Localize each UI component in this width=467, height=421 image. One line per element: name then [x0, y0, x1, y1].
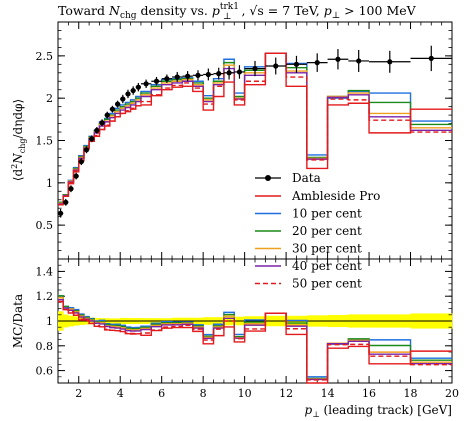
- data-point: [172, 71, 183, 83]
- legend-entry-4: 40 per cent: [255, 259, 362, 273]
- ratio-y-axis: 0.6 0.8 1 1.2 1.4: [36, 264, 452, 378]
- data-point: [244, 60, 266, 77]
- data-point: [327, 49, 349, 70]
- main-y-tick-label: 1: [46, 177, 53, 190]
- data-point: [78, 158, 84, 166]
- data-point: [151, 77, 162, 86]
- ratio-line-5: [58, 300, 452, 381]
- data-point: [135, 82, 141, 92]
- data-point: [94, 126, 100, 134]
- x-tick-label: 8: [200, 387, 207, 400]
- data-point: [223, 66, 235, 80]
- x-tick-label: 4: [117, 387, 124, 400]
- legend-entry-2: 20 per cent: [255, 224, 362, 238]
- data-points: [57, 45, 452, 218]
- ratio-series: [58, 295, 452, 384]
- data-point: [89, 135, 95, 143]
- ratio-y-tick-label: 1.4: [36, 265, 54, 278]
- data-point: [410, 45, 452, 72]
- data-point: [130, 86, 136, 95]
- legend-label: 30 per cent: [292, 242, 362, 256]
- data-point: [265, 57, 287, 75]
- legend-label: 20 per cent: [292, 224, 362, 238]
- ratio-line-0: [58, 300, 452, 384]
- legend-label: Ambleside Pro: [291, 189, 380, 203]
- data-point: [115, 100, 121, 108]
- data-point: [234, 65, 245, 79]
- ratio-y-axis-label: MC/Data: [11, 294, 25, 348]
- ratio-y-tick-label: 0.8: [36, 340, 54, 353]
- main-y-axis: 0.5 1 1.5 2 2.5: [36, 30, 452, 251]
- data-point: [57, 209, 64, 218]
- legend-label: 40 per cent: [292, 259, 362, 273]
- data-point: [104, 111, 110, 119]
- legend-entry-data: Data: [255, 171, 321, 185]
- legend: Data Ambleside Pro 10 per cent 20 per cent…: [255, 171, 380, 291]
- main-plot-panel: 0.5 1 1.5 2 2.5: [36, 21, 453, 260]
- data-point: [286, 55, 307, 73]
- data-point: [63, 198, 69, 206]
- data-point: [140, 79, 152, 89]
- data-point: [99, 119, 105, 127]
- data-point: [73, 172, 79, 180]
- data-point: [68, 185, 74, 193]
- data-point: [83, 146, 90, 154]
- ratio-y-tick-label: 1.2: [36, 290, 54, 303]
- main-x-ticks: [67, 22, 453, 259]
- x-tick-label: 10: [238, 387, 252, 400]
- main-plot-frame: [57, 21, 453, 260]
- main-series: [58, 52, 452, 206]
- x-axis-label: p⊥ (leading track) [GeV]: [305, 403, 452, 419]
- chart-title: Toward Nchg density vs. ptrk1 ⊥, √s = 7 T…: [58, 2, 417, 22]
- ratio-line-2: [58, 295, 452, 380]
- data-point: [161, 74, 173, 83]
- main-y-tick-label: 2.5: [36, 50, 54, 63]
- legend-entry-0: Ambleside Pro: [255, 189, 380, 203]
- main-y-tick-label: 2: [46, 92, 53, 105]
- data-point: [369, 50, 411, 73]
- ratio-y-tick-label: 0.6: [36, 365, 54, 378]
- x-tick-label: 18: [404, 387, 418, 400]
- legend-label: 10 per cent: [292, 207, 362, 221]
- x-tick-label: 6: [158, 387, 165, 400]
- data-point: [213, 67, 224, 80]
- legend-entry-5: 50 per cent: [255, 277, 362, 291]
- svg-text:Data: Data: [292, 171, 321, 185]
- x-tick-label: 2: [75, 387, 82, 400]
- x-tick-label: 14: [321, 387, 335, 400]
- data-point: [192, 70, 204, 81]
- data-point: [203, 68, 214, 81]
- data-point: [306, 53, 328, 72]
- ratio-y-tick-label: 1: [46, 315, 53, 328]
- x-tick-label: 16: [362, 387, 376, 400]
- main-y-tick-label: 1.5: [36, 135, 54, 148]
- legend-entry-3: 30 per cent: [255, 242, 362, 256]
- x-tick-label: 12: [279, 387, 293, 400]
- ratio-plot-panel: 0.6 0.8 1 1.2 1.4 2 4 6 8 10 12 14 16 18 20: [36, 258, 459, 400]
- data-point: [109, 105, 116, 113]
- data-point: [182, 71, 193, 82]
- y-axis-label: ⟨d2Nchg/dηdφ⟩: [10, 99, 27, 181]
- legend-label: 50 per cent: [292, 277, 362, 291]
- main-y-tick-label: 0.5: [36, 219, 54, 232]
- x-tick-label: 20: [445, 387, 459, 400]
- ratio-line-1: [58, 295, 452, 378]
- data-point: [120, 94, 126, 104]
- data-point: [125, 89, 131, 99]
- ratio-line-3: [58, 297, 452, 380]
- data-point: [348, 49, 370, 72]
- ratio-x-axis: 2 4 6 8 10 12 14 16 18 20: [67, 259, 459, 400]
- legend-entry-1: 10 per cent: [255, 207, 362, 221]
